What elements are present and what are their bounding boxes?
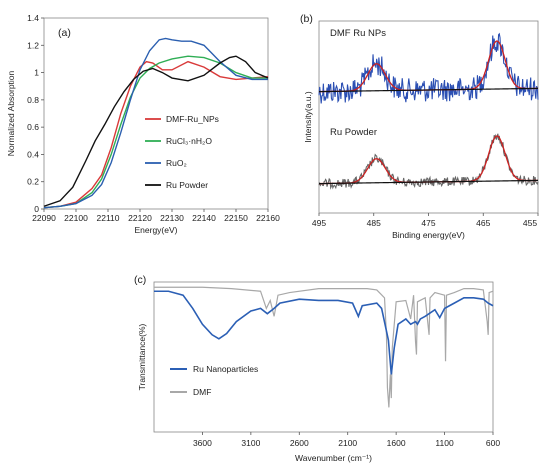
panel-c-y-axis-label: Transmittance(%) bbox=[137, 323, 147, 390]
panel-a-y-tick-label: 1.2 bbox=[27, 40, 39, 50]
panel-a-series-line bbox=[43, 37, 268, 209]
panel-b-background-line bbox=[318, 87, 539, 93]
panel-a-x-axis-label: Energy(eV) bbox=[135, 225, 178, 235]
panel-c-x-tick-label: 1100 bbox=[435, 438, 454, 448]
panel-c-plot-frame bbox=[153, 281, 494, 433]
panel-c-x-tick-label: 3100 bbox=[241, 438, 260, 448]
panel-b-annotation: Ru Powder bbox=[330, 127, 377, 138]
panel-b-x-axis-label: Binding energy(eV) bbox=[392, 230, 465, 240]
panel-a-y-tick-label: 0.6 bbox=[27, 122, 39, 132]
panel-c-x-tick-label: 3600 bbox=[193, 438, 212, 448]
panel-b-x-tick-label: 475 bbox=[421, 218, 435, 228]
panel-a-y-tick-label: 1.4 bbox=[27, 13, 39, 23]
panel-a-y-tick-label: 1 bbox=[34, 68, 39, 78]
panel-a-x-tick-label: 22100 bbox=[64, 213, 88, 223]
panel-c-label: (c) bbox=[134, 274, 146, 286]
panel-a-x-tick-label: 22150 bbox=[224, 213, 248, 223]
panel-a-x-tick-label: 22140 bbox=[192, 213, 216, 223]
panel-b-y-axis-label: Intensity(a.u.) bbox=[303, 91, 313, 143]
panel-a-legend-label: DMF-Ru_NPs bbox=[166, 114, 219, 124]
panel-a-legend-label: RuCl₃·nH₂O bbox=[166, 136, 212, 146]
panel-b-annotation: DMF Ru NPs bbox=[330, 28, 386, 39]
panel-c-legend-label: DMF bbox=[193, 387, 211, 397]
panel-a-y-tick-label: 0 bbox=[34, 204, 39, 214]
panel-b-data-line bbox=[318, 32, 539, 104]
panel-b-x-tick-label: 465 bbox=[476, 218, 490, 228]
panel-c-x-tick-label: 1600 bbox=[387, 438, 406, 448]
panel-a-y-axis-label: Normalized Absorption bbox=[6, 70, 16, 156]
panel-a-y-tick-label: 0.4 bbox=[27, 149, 39, 159]
panel-c-ftir-chart: 3600 3100 2600 2100 1600 1100 600 Wavenumber (c… bbox=[134, 274, 500, 463]
panel-a-series-line bbox=[43, 60, 269, 209]
panel-c-x-axis-label: Wavenumber (cm⁻¹) bbox=[295, 453, 372, 463]
panel-a-x-tick-label: 22130 bbox=[160, 213, 184, 223]
panel-a-x-tick-label: 22090 bbox=[32, 213, 56, 223]
panel-a-plot-frame bbox=[43, 17, 269, 210]
panel-a-legend-label: RuO₂ bbox=[166, 158, 187, 168]
panel-b-x-tick-label: 455 bbox=[523, 218, 537, 228]
panel-b-x-tick-label: 495 bbox=[312, 218, 326, 228]
panel-a-legend-label: Ru Powder bbox=[166, 180, 208, 190]
panel-a-xanes-chart: 22090 22100 22110 22120 22130 22140 22150 22160… bbox=[6, 13, 280, 235]
panel-c-series-line bbox=[154, 290, 494, 375]
panel-c-x-tick-label: 2600 bbox=[290, 438, 309, 448]
panel-c-series-line bbox=[154, 286, 494, 408]
panel-a-label: (a) bbox=[58, 27, 71, 39]
panel-c-x-tick-label: 2100 bbox=[338, 438, 357, 448]
panel-b-label: (b) bbox=[300, 13, 313, 25]
panel-a-x-tick-label: 22160 bbox=[256, 213, 280, 223]
panel-a-x-tick-label: 22120 bbox=[128, 213, 152, 223]
panel-b-xps-chart: 495 485 475 465 455 Binding energy(eV) Intensi… bbox=[300, 13, 539, 240]
panel-a-y-tick-label: 0.8 bbox=[27, 95, 39, 105]
panel-a-series-line bbox=[43, 55, 269, 207]
panel-b-fit-line bbox=[318, 135, 539, 185]
panel-a-y-tick-label: 0.2 bbox=[27, 177, 39, 187]
panel-b-x-tick-label: 485 bbox=[367, 218, 381, 228]
panel-c-legend-label: Ru Nanoparticles bbox=[193, 364, 258, 374]
panel-b-background-line bbox=[318, 179, 539, 185]
panel-c-x-tick-label: 600 bbox=[486, 438, 500, 448]
panel-b-data-line bbox=[318, 133, 539, 190]
panel-a-x-tick-label: 22110 bbox=[96, 213, 119, 223]
